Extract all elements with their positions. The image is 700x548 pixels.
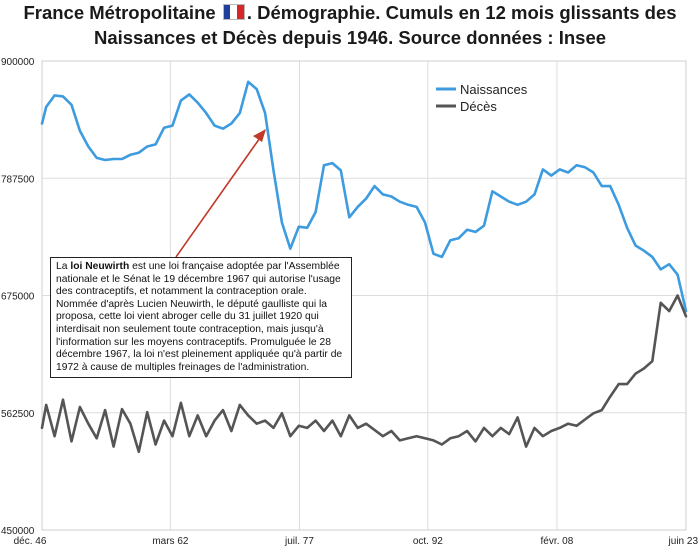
series-line-naissances [40,80,688,313]
arrow-line [175,134,263,258]
annotation-text: est une loi française adoptée par l'Asse… [56,261,343,373]
french-flag-icon [222,4,245,20]
y-tick-label: 450000 [1,526,35,537]
x-tick-label: mars 62 [152,536,189,547]
arrow-head [253,129,266,142]
plot-frame [41,60,687,531]
title-line-2: Naissances et Décès depuis 1946. Source … [93,27,607,48]
y-tick-label: 675000 [1,292,35,303]
legend-label: Naissances [460,82,528,97]
chart-title: France Métropolitaine . Démographie. Cum… [0,0,700,50]
axes: 450000 562500 675000 787500 900000 déc. 46 mar… [1,57,698,547]
annotation-box: La loi Neuwirth est une loi française ad… [50,257,352,379]
annotation-arrow [175,129,266,258]
legend-label: Décès [460,99,497,114]
annotation-prefix: La [56,261,71,272]
x-tick-label: juin 23 [668,536,699,547]
title-part-2: . Démographie. Cumuls en 12 mois glissan… [246,2,677,23]
x-tick-label: oct. 92 [413,536,443,547]
x-tick-label: juil. 77 [284,536,314,547]
y-tick-label: 900000 [1,57,35,68]
legend: Naissances Décès [436,82,528,114]
y-tick-label: 787500 [1,174,35,185]
series-lines [40,80,688,454]
annotation-bold: loi Neuwirth [70,261,130,272]
x-tick-label: déc. 46 [14,536,47,547]
title-part-1: France Métropolitaine [23,2,216,23]
series-line-deces [40,294,688,454]
y-tick-label: 562500 [1,409,35,420]
x-tick-label: févr. 08 [541,536,574,547]
